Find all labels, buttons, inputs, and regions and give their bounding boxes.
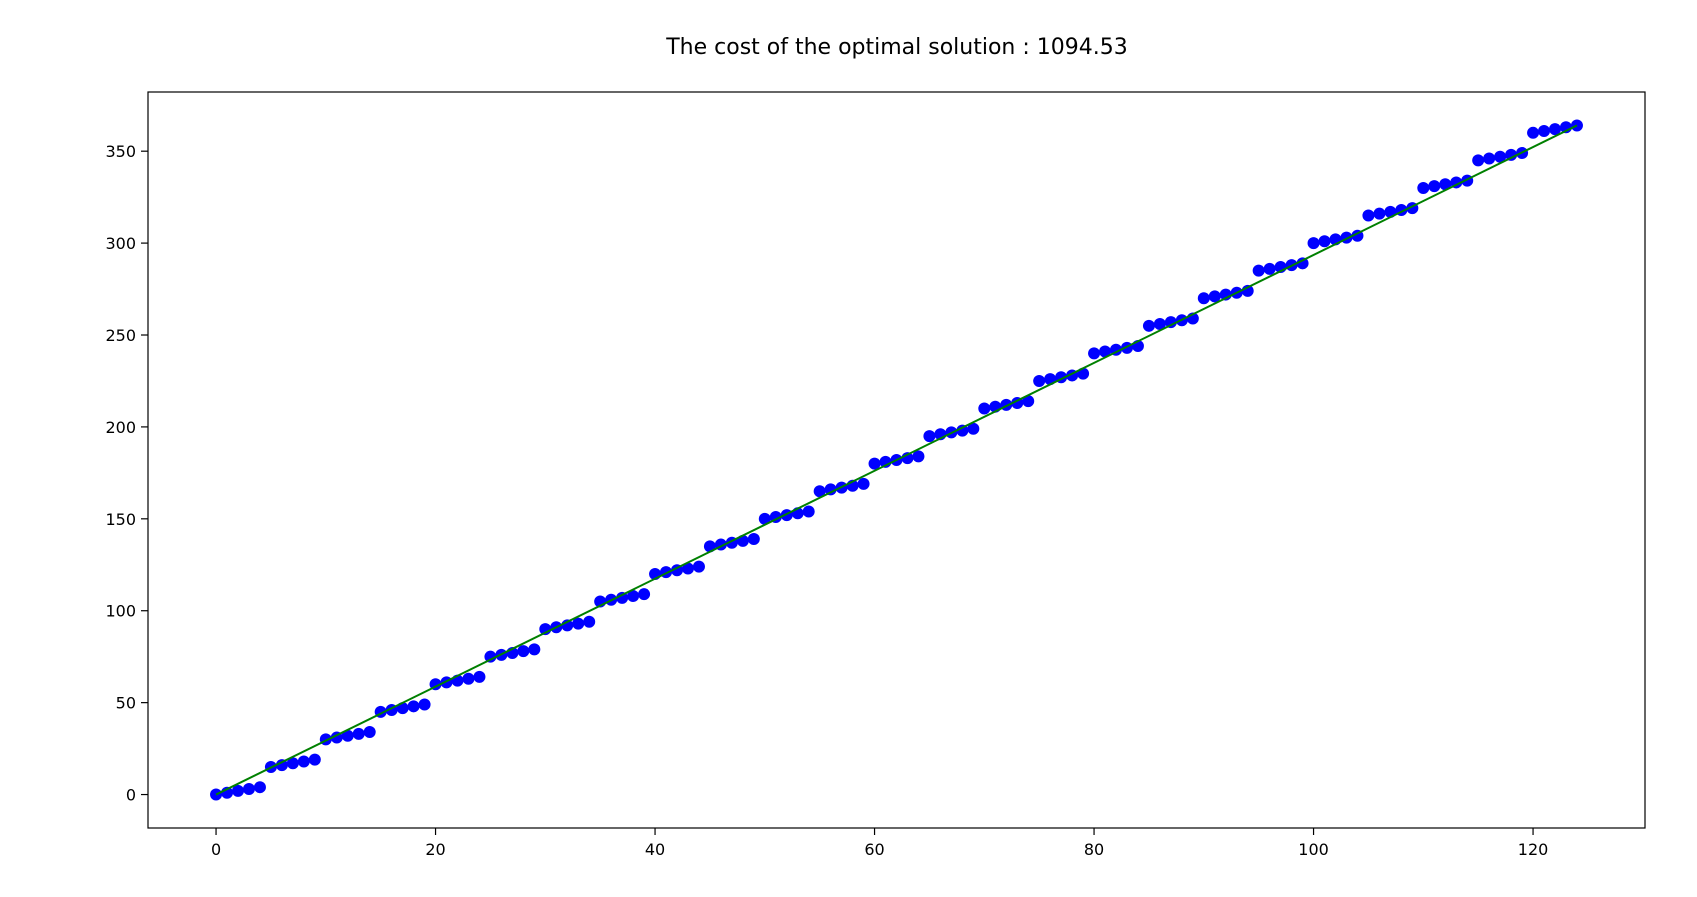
y-tick-label: 250 (105, 326, 136, 345)
y-tick-label: 0 (126, 786, 136, 805)
y-axis: 0 50 100 150 200 250 300 350 (105, 142, 148, 805)
fit-line (215, 124, 1578, 796)
data-point (572, 617, 585, 630)
data-point (1164, 316, 1177, 329)
data-point (286, 757, 299, 770)
y-tick-label: 350 (105, 142, 136, 161)
data-point (747, 533, 760, 546)
data-point (681, 562, 694, 575)
data-point (978, 402, 991, 415)
y-tick-label: 200 (105, 418, 136, 437)
data-point (1318, 235, 1331, 248)
data-point (758, 512, 771, 525)
data-point (1296, 257, 1309, 270)
data-point (242, 783, 255, 796)
data-point (341, 729, 354, 742)
data-point (517, 645, 530, 658)
data-point (1428, 180, 1441, 193)
data-point (1197, 292, 1210, 305)
data-point (1022, 395, 1035, 408)
data-point (297, 755, 310, 768)
data-point (638, 588, 651, 601)
data-point (1483, 152, 1496, 165)
data-point (1088, 347, 1101, 360)
data-point (253, 781, 266, 794)
data-point (1099, 345, 1112, 358)
data-point (407, 700, 420, 713)
data-point (1439, 178, 1452, 191)
y-tick-label: 100 (105, 602, 136, 621)
data-point (473, 670, 486, 683)
data-point (1153, 317, 1166, 330)
data-point (1208, 290, 1221, 303)
plot-area (210, 119, 1583, 801)
data-point (824, 483, 837, 496)
data-point (308, 753, 321, 766)
chart-title: The cost of the optimal solution : 1094.… (665, 35, 1128, 60)
data-point (1538, 124, 1551, 137)
data-point (1307, 237, 1320, 250)
data-point (1142, 319, 1155, 332)
x-axis: 0 20 40 60 80 100 120 (211, 828, 1548, 859)
data-point (583, 615, 596, 628)
data-point (956, 424, 969, 437)
data-point (462, 672, 475, 685)
data-point (1362, 209, 1375, 222)
x-tick-label: 60 (864, 840, 884, 859)
data-point (857, 477, 870, 490)
data-point (616, 591, 629, 604)
data-point (484, 650, 497, 663)
data-point (1527, 126, 1540, 139)
y-tick-label: 150 (105, 510, 136, 529)
x-tick-label: 80 (1084, 840, 1104, 859)
data-point (1472, 154, 1485, 167)
data-point (1373, 207, 1386, 220)
axes-border (147, 91, 1646, 829)
axes-frame (147, 91, 1646, 829)
x-tick-label: 20 (425, 840, 445, 859)
data-point (912, 450, 925, 463)
data-point (923, 430, 936, 443)
data-point (813, 485, 826, 498)
data-point (363, 726, 376, 739)
data-point (1263, 262, 1276, 275)
data-point (418, 698, 431, 711)
data-point (1505, 148, 1518, 161)
data-point (528, 643, 541, 656)
data-point (802, 505, 815, 518)
data-point (868, 457, 881, 470)
y-tick-label: 300 (105, 234, 136, 253)
data-point (1033, 374, 1046, 387)
data-point (967, 422, 980, 435)
y-tick-label: 50 (116, 694, 136, 713)
x-tick-label: 120 (1518, 840, 1549, 859)
data-point (627, 590, 640, 603)
x-tick-label: 40 (645, 840, 665, 859)
data-point (1494, 150, 1507, 163)
x-tick-label: 100 (1298, 840, 1329, 859)
data-point (352, 727, 365, 740)
x-tick-label: 0 (211, 840, 221, 859)
data-point (692, 560, 705, 573)
data-point (231, 784, 244, 797)
data-point (1549, 123, 1562, 136)
data-point (1417, 181, 1430, 194)
data-point (275, 759, 288, 772)
data-point (1252, 264, 1265, 277)
